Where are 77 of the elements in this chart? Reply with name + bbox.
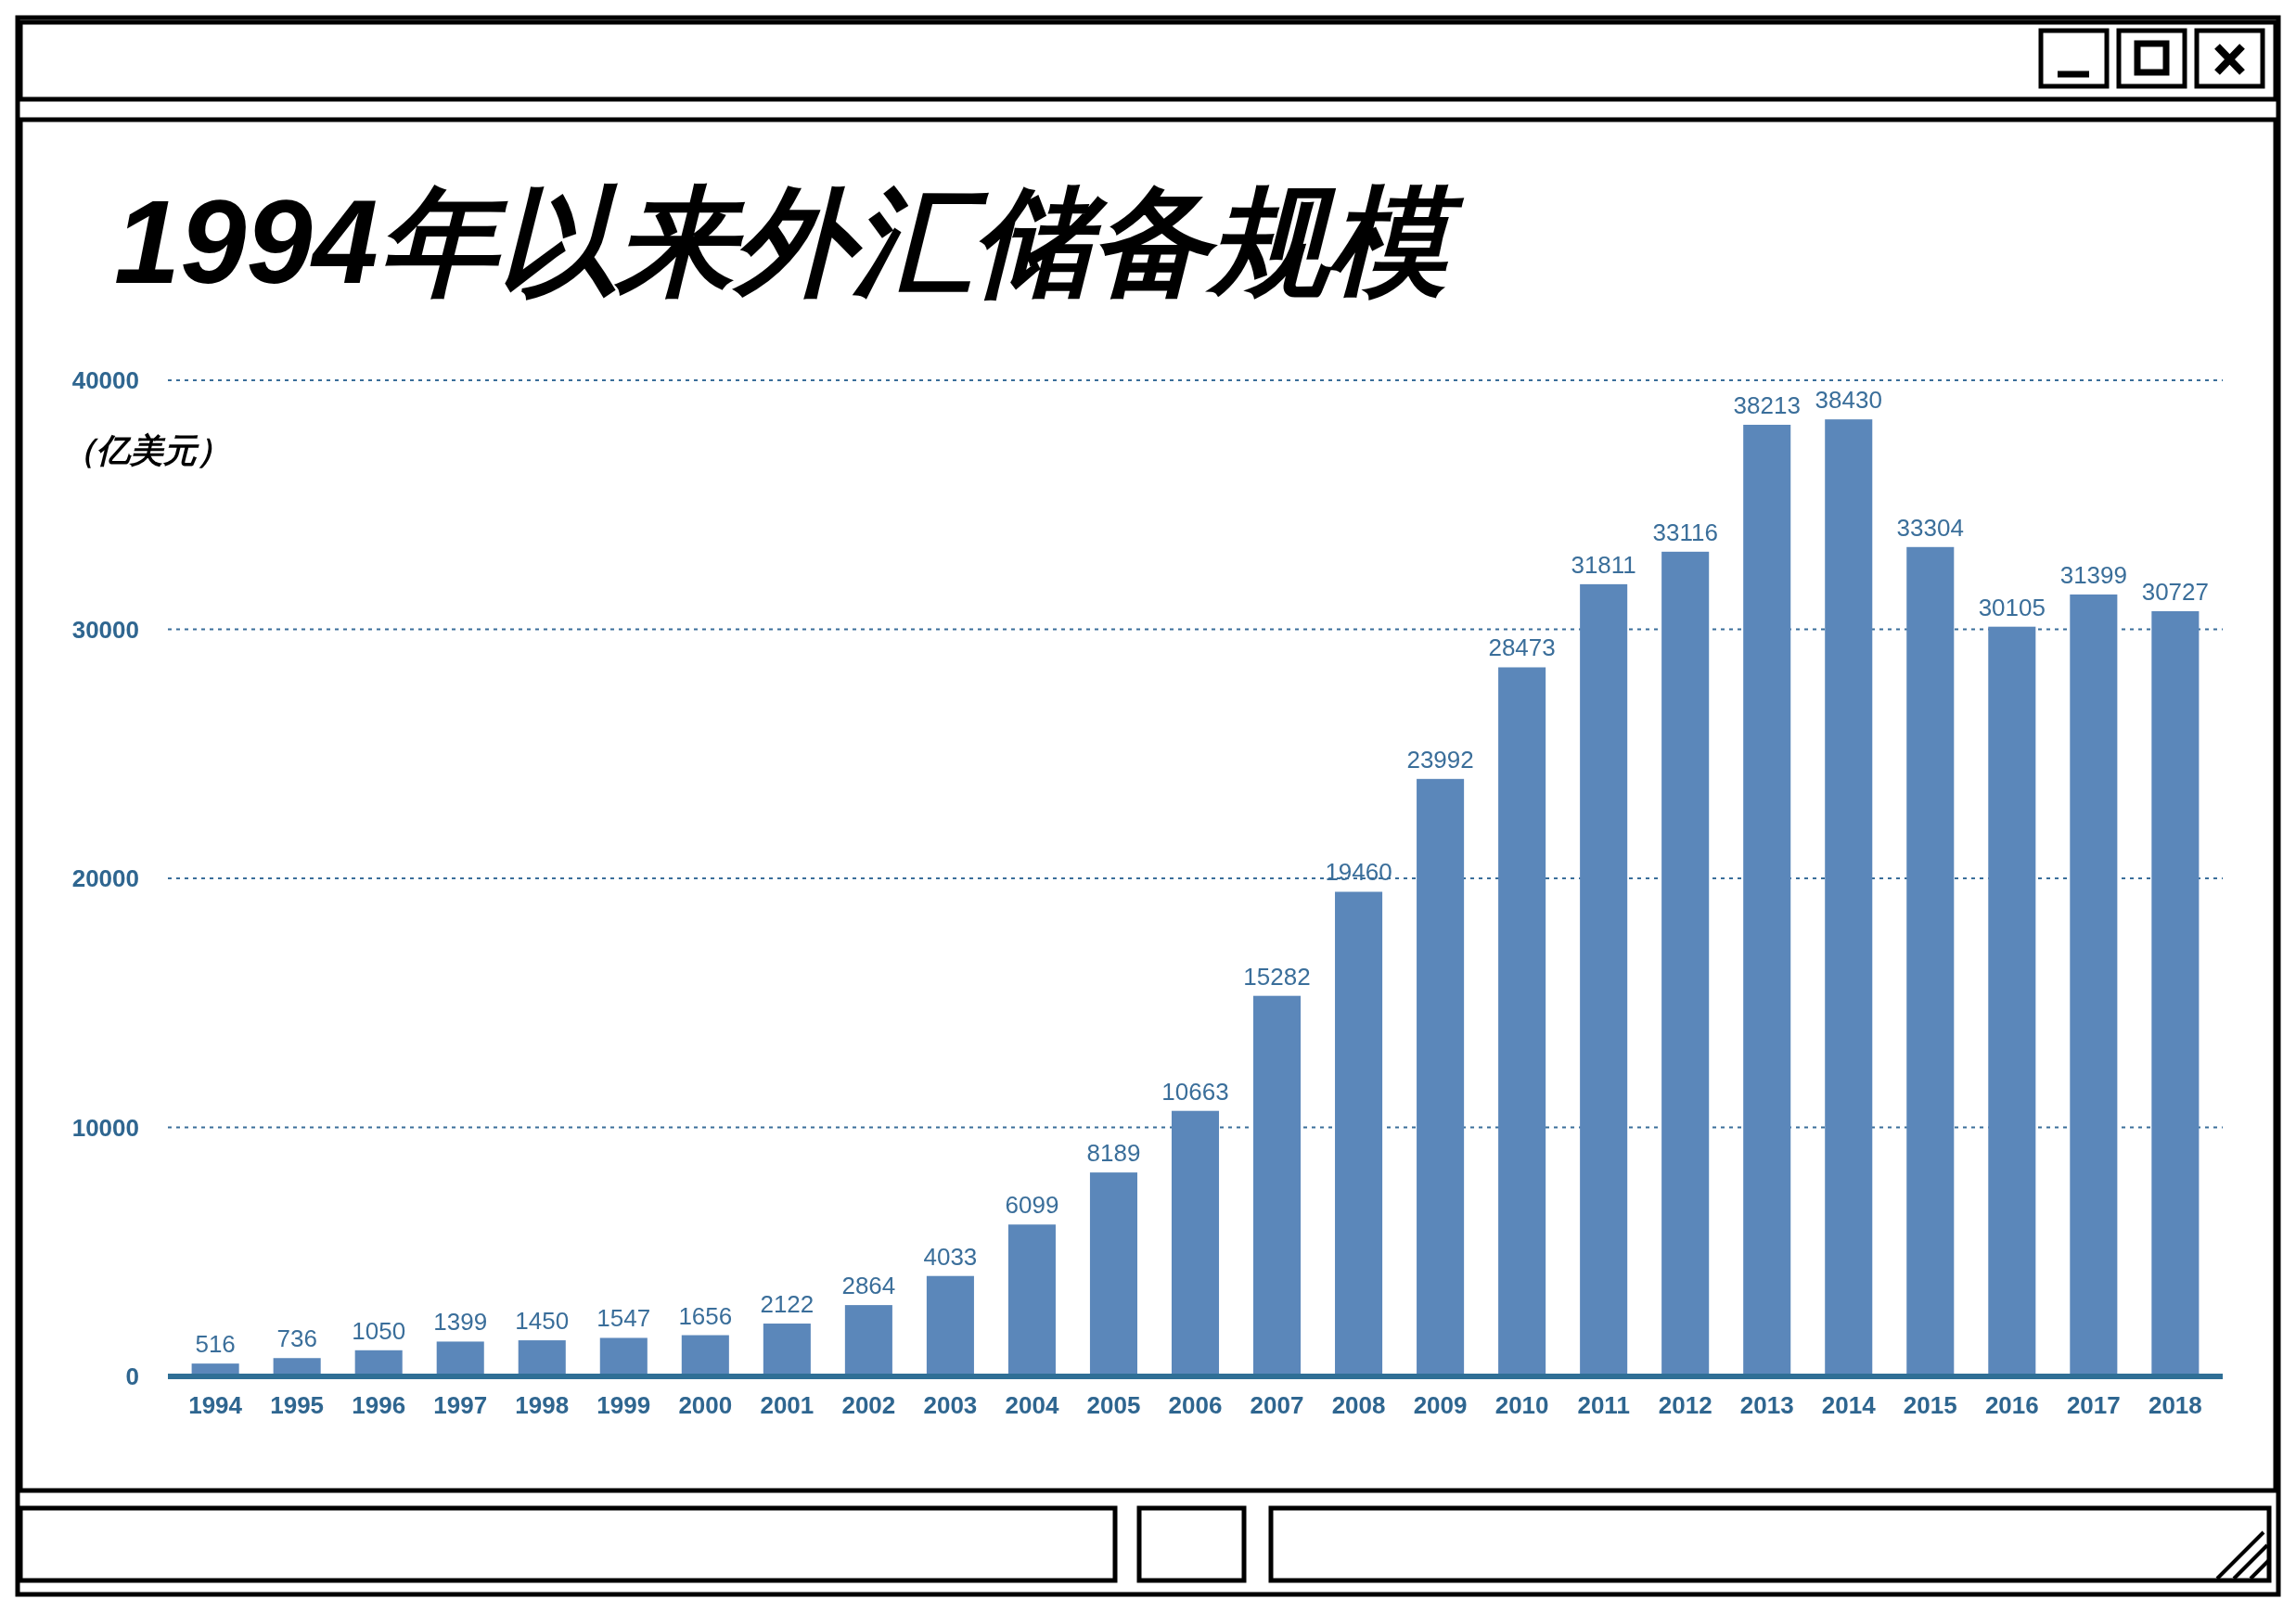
y-tick-label: 10000 <box>71 1113 139 1142</box>
x-tick-label: 2016 <box>1984 1391 2039 1419</box>
data-label: 8189 <box>1086 1139 1141 1168</box>
bar <box>436 1341 484 1376</box>
x-tick-label: 2011 <box>1577 1391 1630 1419</box>
data-label: 31811 <box>1571 550 1636 579</box>
y-tick-label: 30000 <box>71 615 139 644</box>
data-label: 1450 <box>515 1307 570 1336</box>
data-label: 516 <box>195 1330 236 1359</box>
data-label: 10663 <box>1161 1077 1229 1106</box>
x-tick-label: 2001 <box>760 1391 815 1419</box>
data-label: 15282 <box>1243 962 1311 991</box>
bar <box>1007 1224 1056 1376</box>
x-tick-label: 2002 <box>841 1391 896 1419</box>
data-label: 1050 <box>352 1316 406 1345</box>
data-label: 28473 <box>1488 633 1556 662</box>
data-label: 1547 <box>596 1304 651 1333</box>
chart-title: 1994年以来外汇储备规模 <box>114 175 1465 308</box>
data-label: 1399 <box>433 1308 488 1337</box>
y-axis-title: （亿美元） <box>63 431 230 469</box>
bar <box>681 1335 729 1376</box>
data-label: 2122 <box>760 1290 815 1319</box>
bar <box>518 1340 566 1376</box>
data-label: 33116 <box>1652 518 1718 546</box>
bar <box>2070 594 2118 1376</box>
bar <box>1743 424 1791 1376</box>
y-tick-label: 40000 <box>71 366 139 395</box>
data-label: 30727 <box>2141 577 2210 606</box>
x-tick-label: 2017 <box>2066 1391 2121 1419</box>
x-tick-label: 1996 <box>352 1391 406 1419</box>
x-tick-label: 1994 <box>188 1391 243 1419</box>
x-tick-label: 2014 <box>1821 1391 1877 1419</box>
data-label: 2864 <box>841 1272 896 1300</box>
x-tick-label: 2009 <box>1413 1391 1468 1419</box>
x-tick-label: 2018 <box>2148 1391 2202 1419</box>
x-tick-label: 2006 <box>1168 1391 1223 1419</box>
x-tick-label: 1998 <box>515 1391 570 1419</box>
data-label: 6099 <box>1005 1191 1059 1220</box>
bar <box>1580 583 1628 1376</box>
data-label: 38430 <box>1815 386 1882 415</box>
bar <box>1171 1110 1220 1376</box>
data-label: 23992 <box>1406 745 1474 774</box>
data-label: 31399 <box>2059 560 2127 589</box>
bar <box>1498 667 1546 1376</box>
data-label: 19460 <box>1325 858 1392 887</box>
x-tick-label: 2007 <box>1250 1391 1304 1419</box>
bar <box>599 1337 648 1376</box>
x-tick-label: 1997 <box>433 1391 488 1419</box>
x-tick-label: 2004 <box>1005 1391 1059 1419</box>
data-label: 38213 <box>1733 390 1801 419</box>
x-tick-label: 2003 <box>923 1391 978 1419</box>
bar <box>763 1324 811 1376</box>
bar <box>1417 778 1465 1376</box>
bar <box>2151 610 2200 1376</box>
data-label: 33304 <box>1896 513 1964 542</box>
data-label: 736 <box>276 1324 317 1353</box>
x-tick-label: 2015 <box>1903 1391 1957 1419</box>
bar <box>1906 546 1955 1376</box>
bar <box>844 1305 892 1376</box>
x-tick-label: 2013 <box>1739 1391 1794 1419</box>
y-tick-label: 20000 <box>71 864 139 893</box>
x-tick-label: 2008 <box>1331 1391 1386 1419</box>
bar <box>926 1275 974 1376</box>
bar <box>1253 995 1302 1376</box>
x-tick-label: 2005 <box>1086 1391 1141 1419</box>
x-tick-label: 2012 <box>1658 1391 1712 1419</box>
x-tick-label: 2000 <box>678 1391 733 1419</box>
bar <box>1661 551 1710 1376</box>
data-label: 4033 <box>923 1242 978 1271</box>
data-label: 1656 <box>678 1301 733 1330</box>
bar <box>1988 626 2036 1376</box>
data-label: 30105 <box>1978 593 2046 621</box>
y-tick-label: 0 <box>125 1363 139 1391</box>
x-tick-label: 1999 <box>596 1391 651 1419</box>
x-tick-label: 2010 <box>1494 1391 1549 1419</box>
x-tick-label: 1995 <box>270 1391 325 1419</box>
bar <box>1335 891 1383 1376</box>
